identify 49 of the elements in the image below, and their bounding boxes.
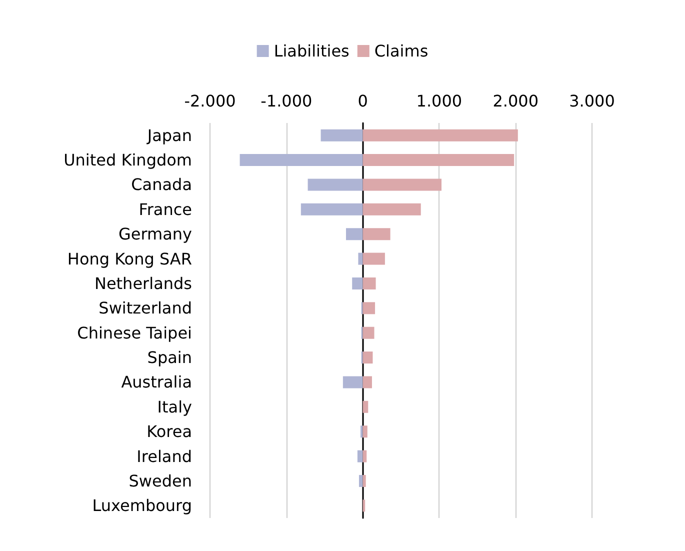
y-tick-label: Spain [147,348,192,368]
bar [346,228,363,240]
y-tick-label: Hong Kong SAR [67,249,192,268]
y-tick-label: United Kingdom [64,150,192,170]
x-tick-label: 1.000 [416,92,462,110]
bar [362,252,385,265]
x-tick-label: 2.000 [492,92,539,110]
bar [362,426,368,438]
y-tick-label: Germany [118,224,192,244]
x-tick-label: -2.000 [184,92,236,110]
bar [320,129,363,142]
bar [362,129,518,142]
y-tick-label: Luxembourg [92,496,192,516]
y-tick-label: Canada [131,175,192,194]
x-tick-label: 0 [358,92,368,110]
bar [362,302,376,314]
bar [358,474,363,487]
legend-label: Claims [374,42,428,60]
bar [358,252,363,265]
y-tick-label: Sweden [128,471,192,490]
bar [362,154,514,166]
y-tick-label: Switzerland [98,298,192,318]
y-tick-label: Ireland [136,446,192,466]
y-tick-label: France [138,200,192,219]
bar [362,352,373,364]
bar [300,203,363,216]
bar [362,376,372,388]
bar [240,154,363,166]
bar [362,203,421,216]
bar [362,474,366,487]
bar [362,400,368,413]
y-tick-label: Korea [146,422,192,442]
bar [357,450,363,462]
x-tick-label: -1.000 [260,92,312,110]
bar [362,228,390,240]
bar [308,178,363,191]
bar [352,277,363,290]
y-tick-label: Australia [121,372,192,392]
bar [342,376,363,388]
legend-label: Liabilities [274,42,350,60]
y-tick-label: Japan [146,126,192,145]
y-tick-label: Netherlands [94,274,192,293]
x-tick-label: 3.000 [569,92,615,110]
bar [362,178,442,191]
bar [362,277,376,290]
bar [362,450,367,462]
y-tick-label: Italy [157,397,192,416]
bar [362,326,374,339]
y-tick-label: Chinese Taipei [77,323,192,342]
